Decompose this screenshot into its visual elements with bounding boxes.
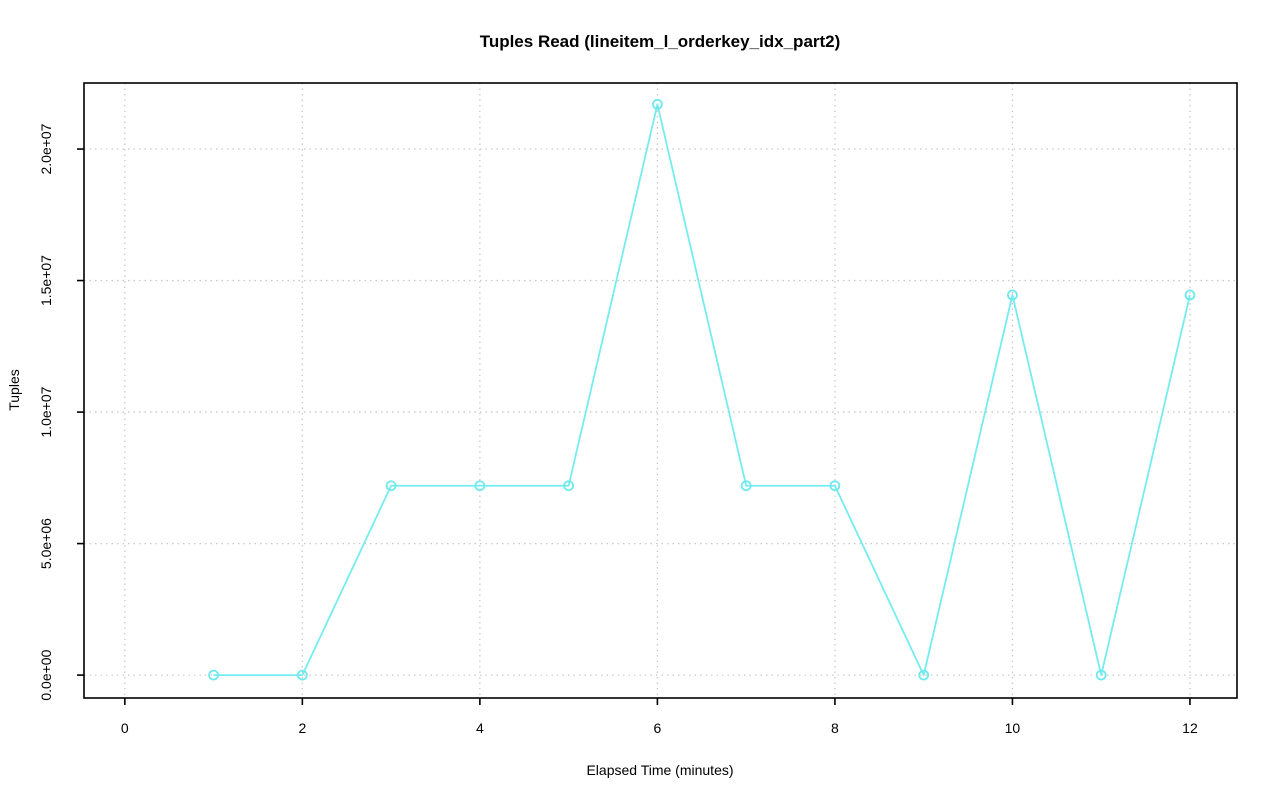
x-tick-label: 12 xyxy=(1182,720,1198,736)
y-axis-label: Tuples xyxy=(6,369,22,411)
data-point xyxy=(1007,289,1018,301)
x-tick-label: 4 xyxy=(476,720,484,736)
x-tick-label: 8 xyxy=(831,720,839,736)
y-tick-label: 1.0e+07 xyxy=(38,386,54,437)
data-point xyxy=(740,480,752,492)
data-point xyxy=(918,669,930,681)
y-tick-label: 1.5e+07 xyxy=(38,255,54,306)
data-point xyxy=(385,480,397,492)
data-line xyxy=(213,103,1191,677)
y-tick-label: 2.0e+07 xyxy=(38,123,54,174)
data-point xyxy=(296,669,308,681)
x-tick-label: 0 xyxy=(121,720,129,736)
data-point xyxy=(1095,669,1107,681)
x-tick-label: 10 xyxy=(1005,720,1021,736)
data-point xyxy=(563,480,575,492)
data-point xyxy=(474,480,486,492)
data-point xyxy=(208,669,219,681)
x-tick-label: 2 xyxy=(298,720,306,736)
y-tick-label: 0.0e+00 xyxy=(38,649,54,700)
x-axis-label: Elapsed Time (minutes) xyxy=(586,762,734,778)
x-tick-label: 6 xyxy=(653,720,661,736)
chart-title: Tuples Read (lineitem_l_orderkey_idx_par… xyxy=(479,32,841,51)
data-point xyxy=(829,480,841,492)
data-point xyxy=(651,98,663,110)
y-tick-label: 5.0e+06 xyxy=(38,518,54,569)
data-point xyxy=(1184,289,1196,301)
plot-box xyxy=(83,82,1238,699)
